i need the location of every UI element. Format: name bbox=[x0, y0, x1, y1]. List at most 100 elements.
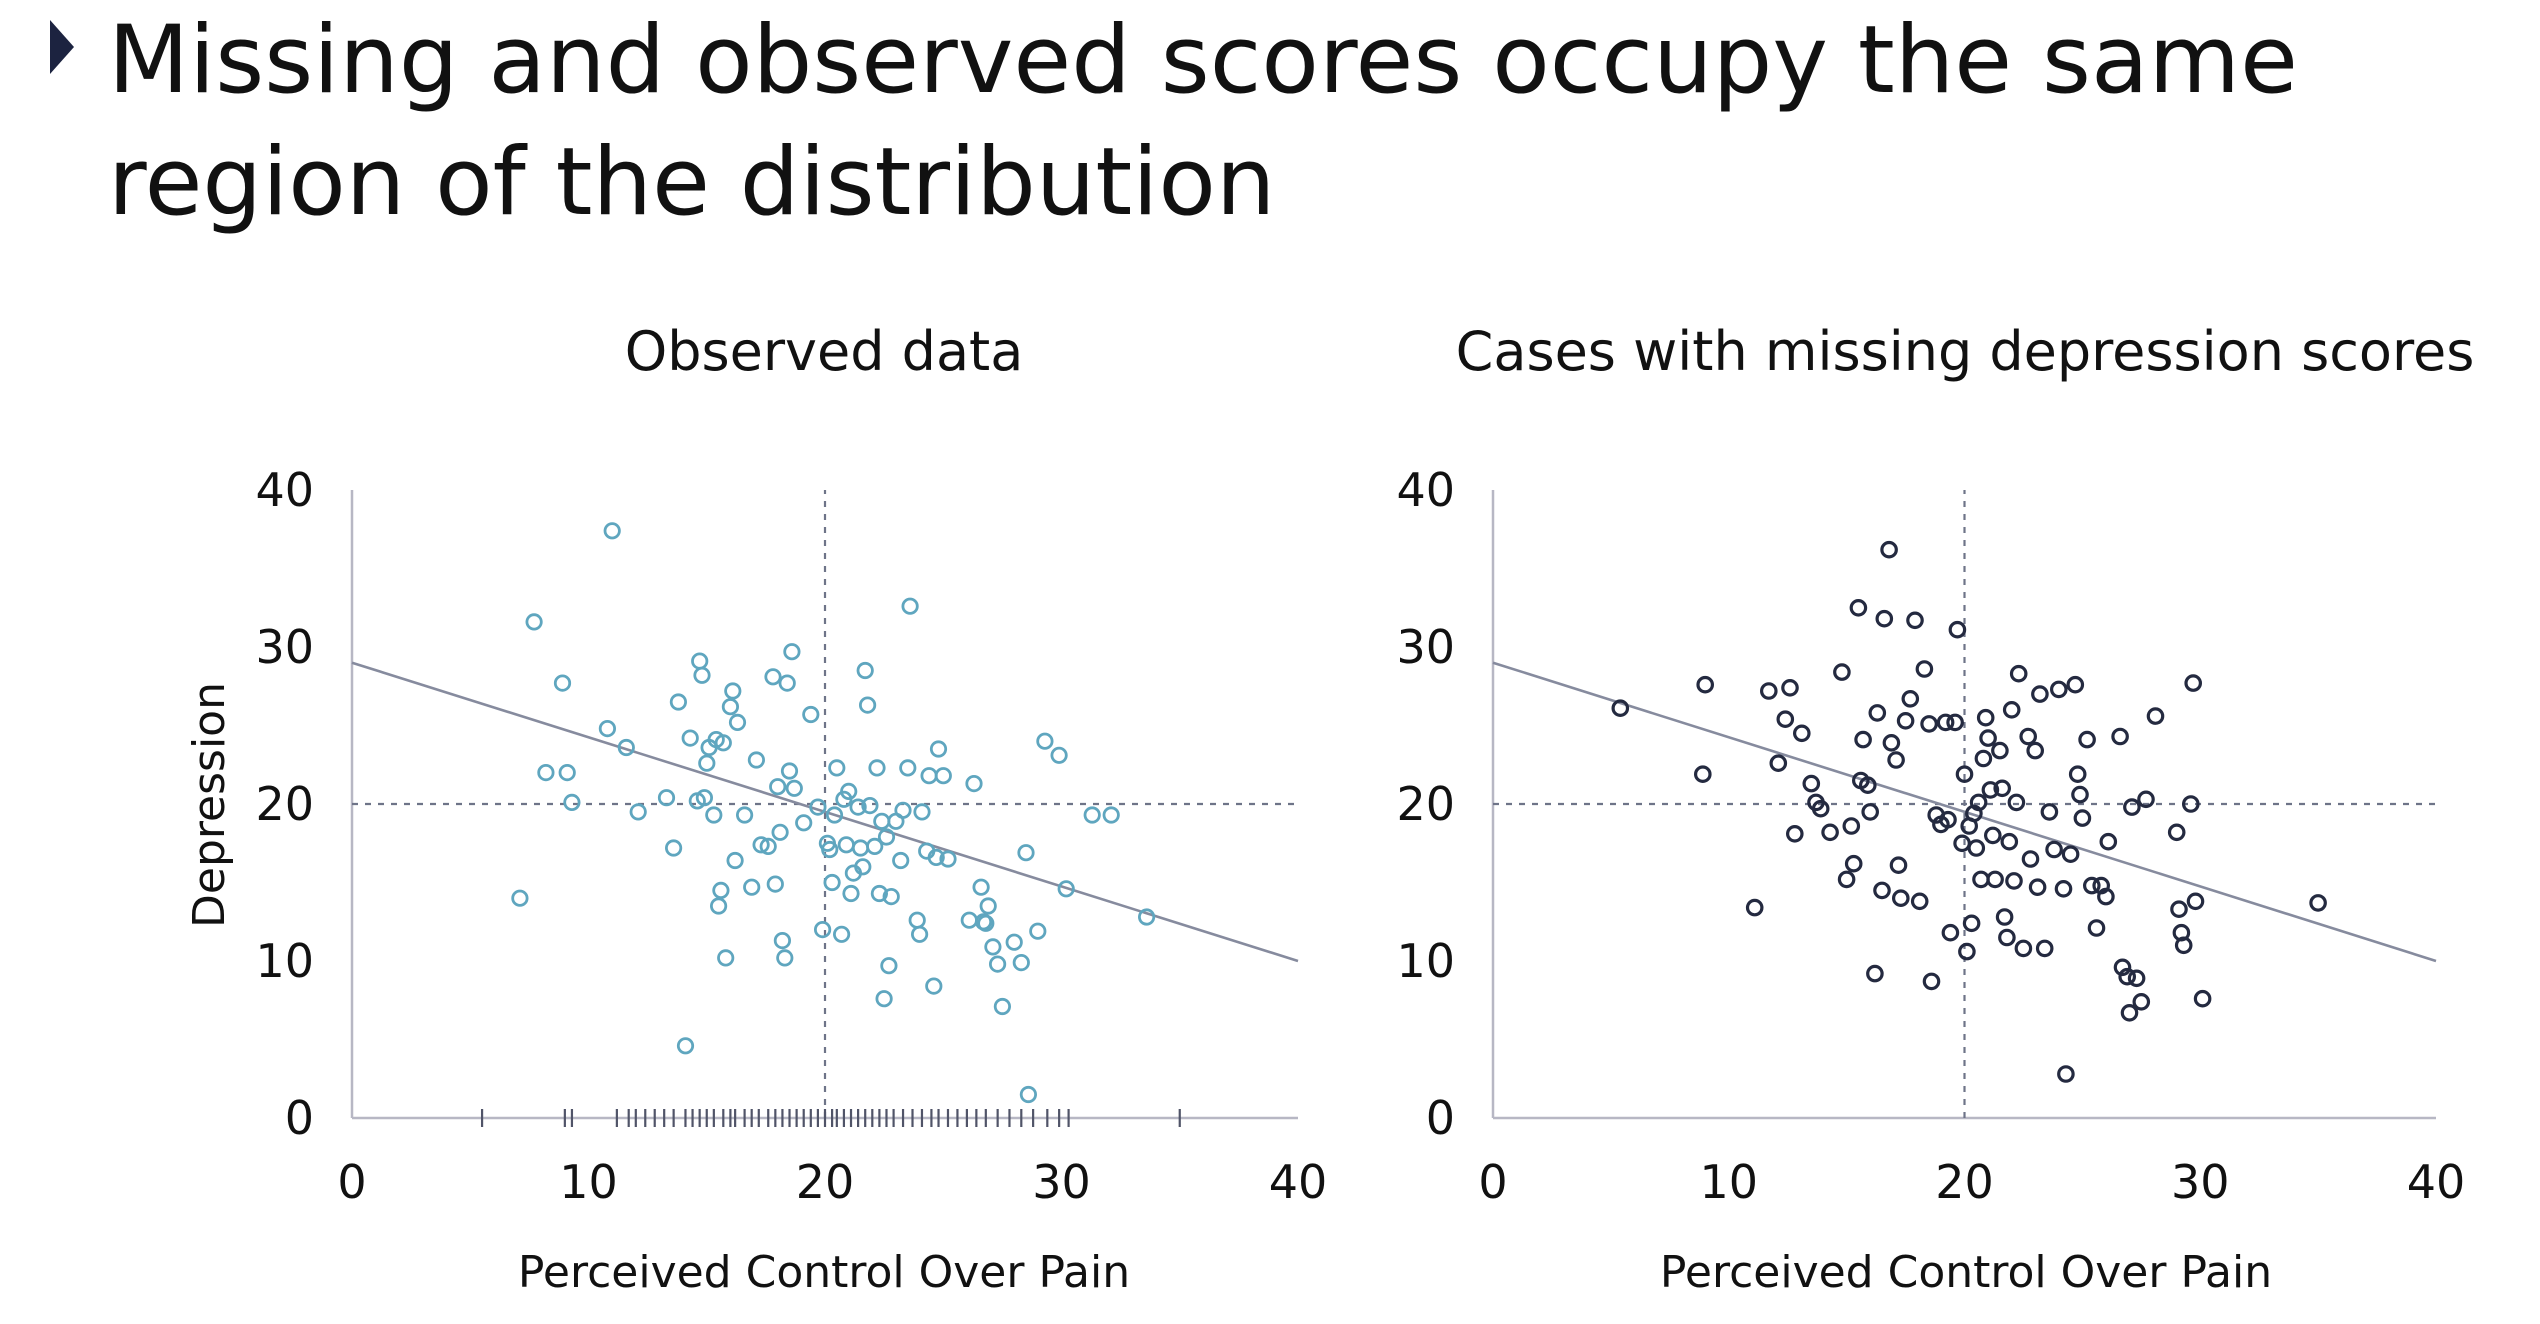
data-point bbox=[717, 949, 735, 967]
data-point bbox=[721, 698, 740, 716]
data-point bbox=[2099, 832, 2118, 851]
data-point bbox=[1696, 675, 1714, 694]
data-point bbox=[873, 812, 891, 830]
data-point bbox=[2120, 1003, 2139, 1022]
data-point bbox=[813, 920, 832, 939]
data-point bbox=[2186, 892, 2205, 911]
data-point bbox=[1102, 806, 1120, 824]
data-point bbox=[2167, 823, 2186, 842]
data-point bbox=[2123, 798, 2141, 816]
data-point bbox=[795, 814, 813, 832]
chart-title-missing: Cases with missing depression scores bbox=[1456, 320, 2475, 383]
data-point bbox=[598, 719, 617, 738]
data-point bbox=[558, 763, 576, 782]
x-tick-label: 40 bbox=[2407, 1155, 2466, 1209]
data-point bbox=[776, 949, 794, 967]
data-point bbox=[1793, 724, 1811, 743]
x-tick-label: 30 bbox=[1032, 1155, 1091, 1209]
data-point bbox=[1882, 733, 1901, 752]
y-tick-label: 40 bbox=[1396, 463, 1455, 517]
data-point bbox=[2083, 876, 2101, 895]
data-point bbox=[553, 674, 572, 692]
data-point bbox=[868, 759, 886, 777]
data-point bbox=[1859, 776, 1877, 794]
y-tick-label: 30 bbox=[1396, 620, 1455, 674]
data-point bbox=[1083, 806, 1101, 824]
y-tick-label: 20 bbox=[255, 777, 314, 831]
data-point bbox=[778, 674, 796, 692]
data-point bbox=[1868, 704, 1887, 722]
data-point bbox=[1967, 839, 1986, 857]
data-point bbox=[2068, 765, 2087, 783]
data-point bbox=[1998, 928, 2016, 947]
data-point bbox=[1050, 746, 1068, 764]
data-point bbox=[2182, 795, 2200, 813]
data-point bbox=[2009, 664, 2028, 683]
data-point bbox=[743, 878, 761, 896]
data-point bbox=[1786, 824, 1804, 843]
data-point bbox=[2007, 793, 2026, 812]
data-point bbox=[676, 1037, 695, 1055]
y-tick-label: 40 bbox=[255, 463, 314, 517]
data-point bbox=[766, 875, 784, 893]
y-tick-label: 0 bbox=[285, 1091, 314, 1145]
data-point bbox=[1910, 892, 1929, 911]
data-point bbox=[858, 696, 877, 714]
data-point bbox=[870, 884, 889, 903]
data-point bbox=[1986, 870, 2004, 889]
data-point bbox=[821, 840, 839, 859]
slide-title: Missing and observed scores occupy the s… bbox=[108, 6, 2298, 237]
data-point bbox=[769, 778, 787, 796]
data-point bbox=[1866, 964, 1884, 983]
data-point bbox=[977, 914, 995, 932]
axes-missing bbox=[1491, 490, 2436, 1120]
data-point bbox=[712, 881, 730, 900]
data-point bbox=[882, 887, 900, 906]
data-point bbox=[1915, 660, 1934, 678]
data-point bbox=[1976, 708, 1995, 727]
data-point bbox=[1995, 908, 2014, 926]
data-point bbox=[669, 693, 688, 711]
data-point bbox=[747, 751, 766, 769]
data-point bbox=[2071, 785, 2089, 804]
data-point bbox=[1776, 710, 1795, 728]
data-point bbox=[1946, 713, 1964, 732]
fit-line-missing bbox=[1492, 661, 2437, 963]
data-point bbox=[1005, 933, 1023, 951]
data-point bbox=[617, 738, 635, 757]
data-point bbox=[785, 779, 803, 797]
data-point bbox=[2118, 967, 2136, 986]
data-point bbox=[724, 682, 742, 700]
data-point bbox=[537, 763, 555, 782]
data-point bbox=[1981, 781, 2000, 799]
data-point bbox=[1019, 1085, 1038, 1104]
data-point bbox=[993, 997, 1012, 1016]
data-point bbox=[714, 734, 732, 752]
data-point bbox=[783, 643, 801, 661]
data-point bbox=[1922, 972, 1941, 991]
data-point bbox=[1873, 881, 1891, 900]
data-point bbox=[2132, 992, 2151, 1011]
data-point bbox=[910, 925, 929, 943]
x-axis-label-observed: Perceived Control Over Pain bbox=[518, 1247, 1130, 1298]
data-point bbox=[691, 652, 709, 670]
data-point bbox=[1941, 923, 1960, 942]
data-point bbox=[1844, 854, 1863, 873]
data-point bbox=[1811, 799, 1830, 818]
x-tick-label: 20 bbox=[1935, 1155, 1994, 1209]
data-point bbox=[1849, 598, 1868, 617]
data-point bbox=[901, 597, 919, 615]
data-point bbox=[2026, 741, 2044, 760]
data-point bbox=[1821, 823, 1839, 842]
data-point bbox=[1979, 729, 1997, 747]
data-point bbox=[726, 851, 744, 870]
data-point bbox=[802, 705, 820, 724]
data-point bbox=[1993, 779, 2011, 798]
data-point bbox=[2073, 809, 2092, 827]
data-point bbox=[927, 848, 945, 867]
data-point bbox=[1974, 749, 1993, 768]
data-point bbox=[664, 839, 683, 857]
y-tick-label: 10 bbox=[1396, 934, 1455, 988]
y-tick-label: 10 bbox=[255, 934, 314, 988]
data-point bbox=[913, 803, 931, 821]
